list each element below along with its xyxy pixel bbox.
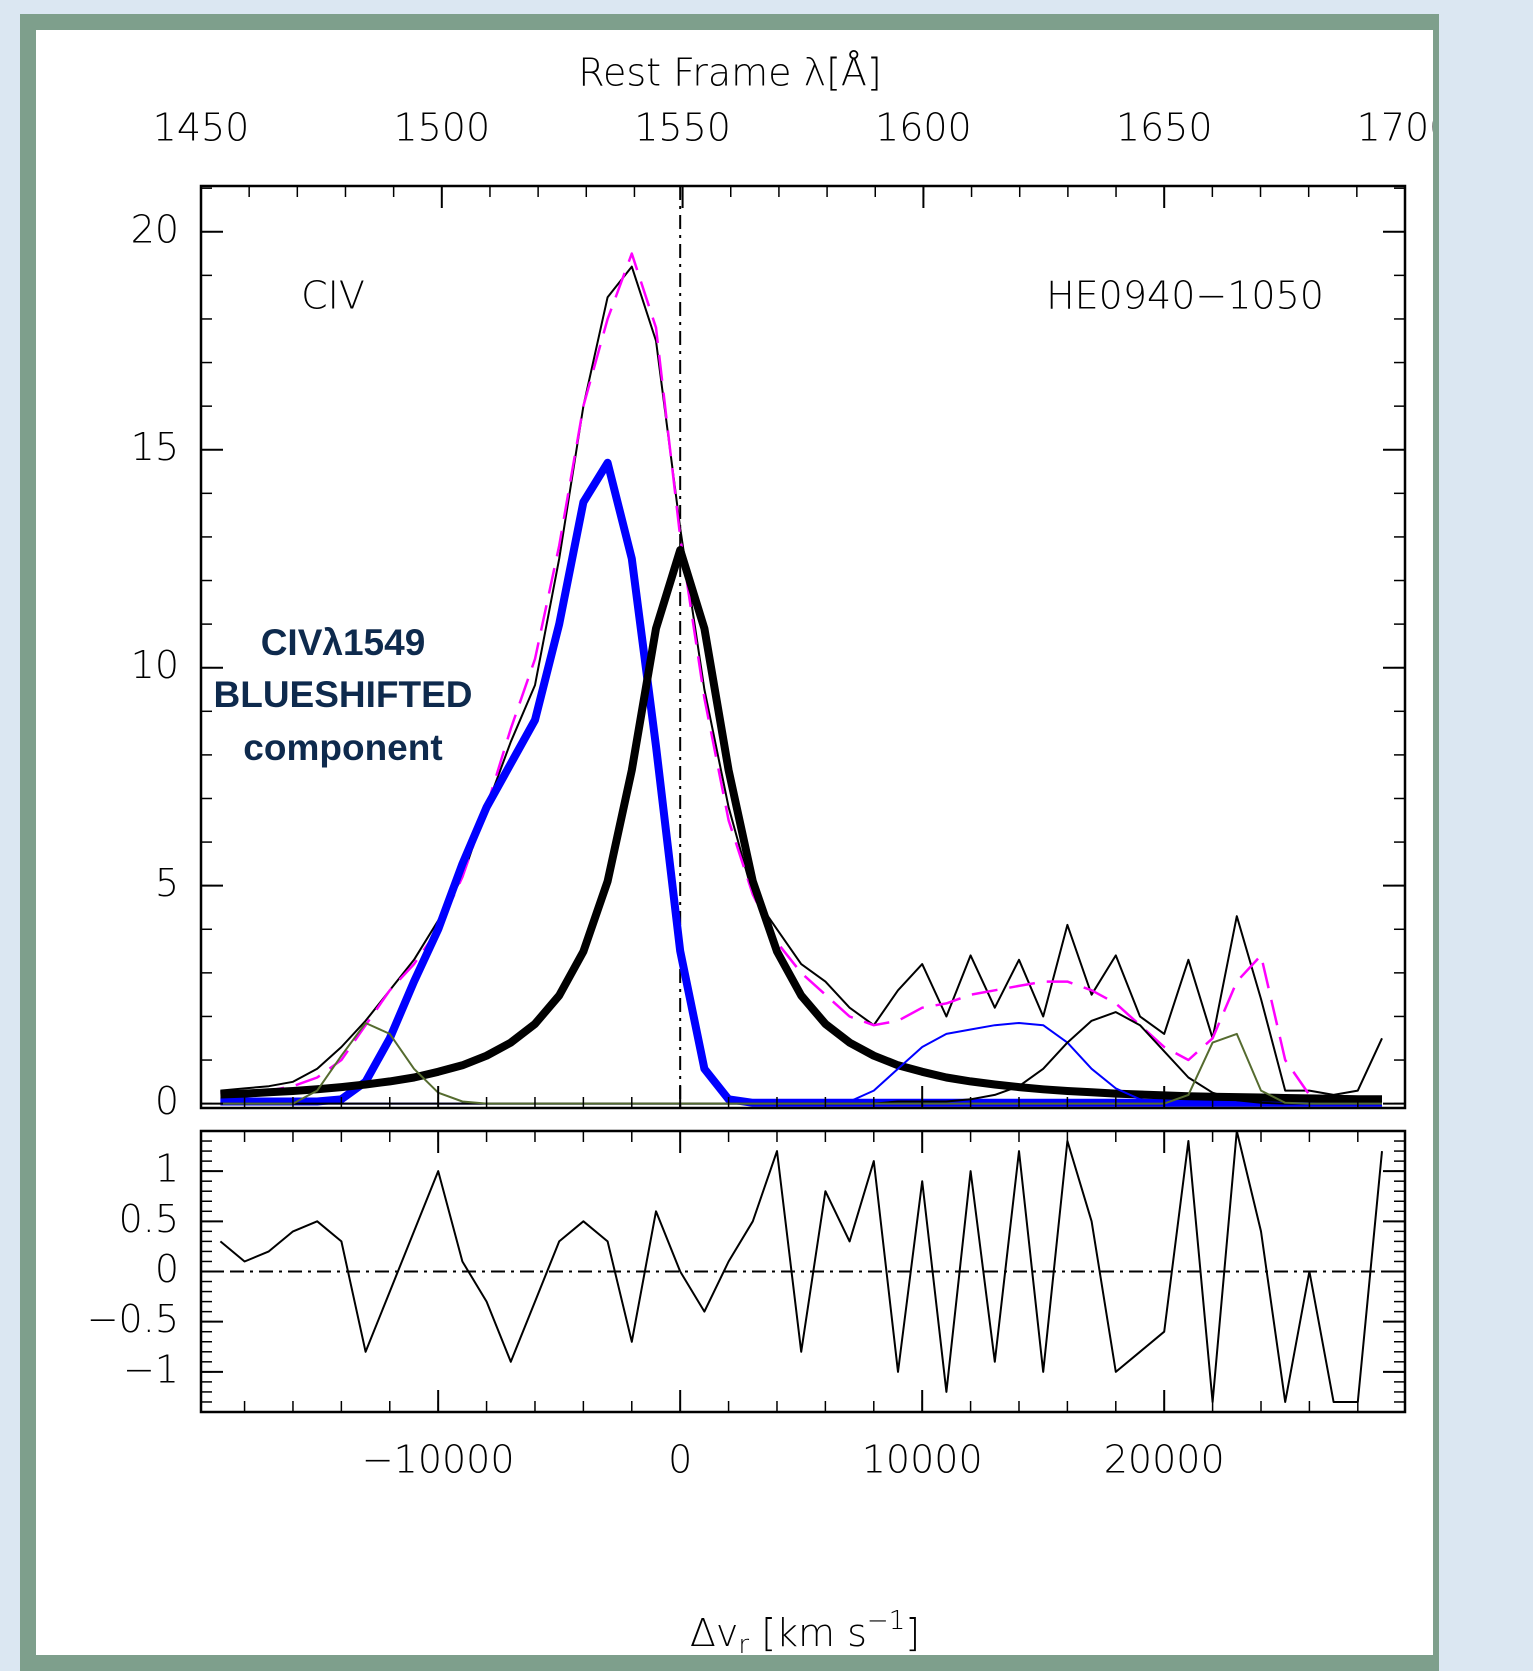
data-line: [220, 252, 1382, 1101]
data-line: [220, 546, 1382, 1104]
y-tick-label: 0: [155, 1247, 179, 1291]
x2-tick-label: 1450: [153, 106, 250, 150]
x-tick-label: 10000: [862, 1438, 983, 1482]
x2-tick-label: 1600: [875, 106, 972, 150]
label-part: Δv: [690, 1611, 738, 1655]
annotation: CIVλ1549: [261, 622, 426, 663]
annotation: BLUESHIFTED: [214, 674, 473, 715]
panel: [36, 30, 1433, 1655]
annotation: component: [243, 727, 442, 768]
label-part: −1: [867, 1606, 905, 1636]
top-axis-label: Rest Frame λ[Å]: [578, 51, 881, 95]
label-part: ]: [905, 1611, 920, 1655]
label-part: [km s: [749, 1611, 867, 1655]
x-tick-label: 20000: [1104, 1438, 1225, 1482]
y-tick-label: 5: [155, 861, 179, 905]
y-tick-label: 0.5: [119, 1197, 179, 1241]
y-tick-label: 20: [131, 207, 179, 251]
plot-frame: [199, 184, 1407, 1110]
annotation: HE0940−1050: [1046, 274, 1324, 318]
x2-tick-label: 1650: [1116, 106, 1213, 150]
annotation: CIV: [301, 274, 365, 318]
plot-content: Rest Frame λ[Å] CIV HE0940−1050 CIVλ1549…: [87, 51, 1454, 1660]
x-axis-label: Δvr [km s−1]: [690, 1606, 920, 1660]
y-tick-label: 1: [155, 1147, 179, 1191]
data-line: [219, 1131, 1383, 1403]
plot-area: [201, 1131, 1405, 1403]
y-tick-label: −0.5: [87, 1297, 179, 1341]
y-tick-label: 15: [131, 425, 179, 469]
y-tick-label: −1: [123, 1347, 179, 1391]
x2-tick-label: 1500: [393, 106, 490, 150]
plot-area: [220, 186, 1383, 1108]
data-line: [220, 1022, 1382, 1105]
x2-tick-label: 1550: [634, 106, 731, 150]
y-tick-label: 0: [155, 1079, 179, 1123]
label-part: r: [738, 1630, 749, 1660]
x-tick-label: −10000: [362, 1438, 515, 1482]
x-tick-label: 0: [668, 1438, 692, 1482]
data-line: [220, 265, 1383, 1096]
y-tick-label: 10: [131, 643, 179, 687]
x2-tick-label: 1700: [1357, 106, 1454, 150]
